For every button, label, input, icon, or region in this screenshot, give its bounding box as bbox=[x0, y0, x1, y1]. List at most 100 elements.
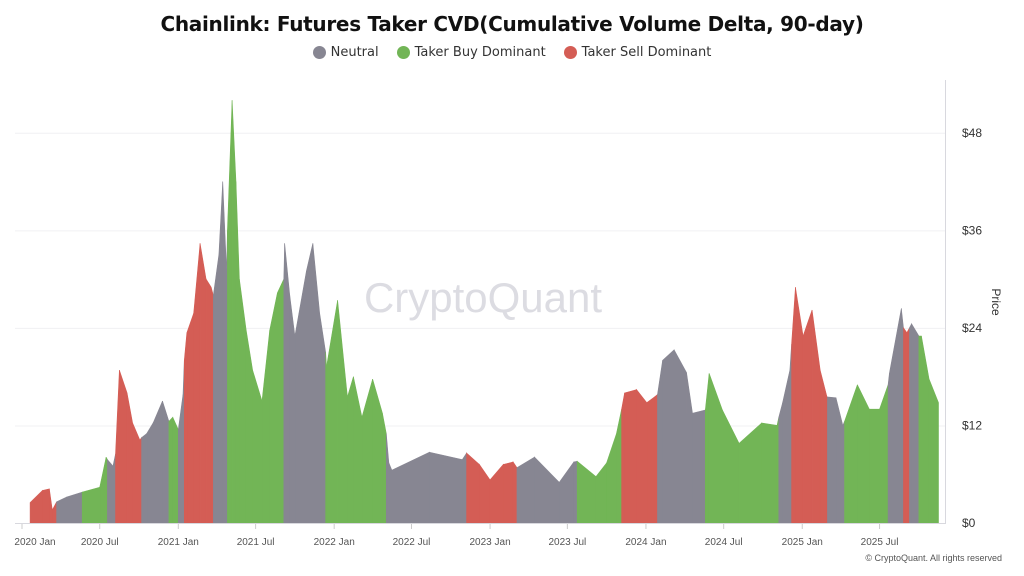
price-segment-neutral bbox=[462, 452, 467, 524]
price-segment-sell bbox=[489, 463, 504, 524]
price-segment-neutral bbox=[312, 243, 320, 524]
price-segment-buy bbox=[277, 278, 285, 524]
price-segment-buy bbox=[921, 335, 930, 524]
price-segment-sell bbox=[636, 388, 648, 524]
price-segment-neutral bbox=[162, 400, 170, 524]
x-tick-label: 2024 Jan bbox=[625, 537, 666, 548]
price-segment-buy bbox=[705, 373, 710, 524]
price-segment-sell bbox=[906, 327, 910, 524]
price-segment-buy bbox=[353, 376, 363, 524]
price-segment-neutral bbox=[152, 400, 163, 524]
price-segment-neutral bbox=[558, 461, 575, 524]
price-segment-neutral bbox=[573, 460, 578, 524]
chart-title: Chainlink: Futures Taker CVD(Cumulative … bbox=[160, 12, 864, 36]
price-segment-neutral bbox=[141, 432, 148, 524]
x-tick-label: 2020 Jan bbox=[14, 537, 55, 548]
sell-swatch-icon bbox=[563, 46, 577, 59]
price-segment-neutral bbox=[662, 349, 675, 524]
price-segment-neutral bbox=[686, 372, 693, 524]
y-tick-label: $0 bbox=[962, 516, 976, 530]
price-segment-buy bbox=[168, 416, 174, 524]
price-segment-neutral bbox=[218, 181, 224, 524]
price-segment-neutral bbox=[901, 308, 904, 524]
price-segment-buy bbox=[606, 433, 617, 524]
price-segment-sell bbox=[903, 326, 908, 524]
price-segment-neutral bbox=[692, 409, 706, 524]
price-segment-buy bbox=[708, 373, 723, 524]
x-tick-label: 2020 Jul bbox=[81, 537, 119, 548]
price-segment-sell bbox=[503, 461, 514, 524]
price-segment-sell bbox=[819, 370, 828, 524]
price-segment-buy bbox=[235, 181, 240, 524]
price-segment-buy bbox=[576, 460, 597, 524]
price-segment-sell bbox=[199, 243, 207, 524]
price-segment-neutral bbox=[56, 496, 68, 524]
x-axis-ticks: 2020 Jan 2020 Jul 2021 Jan 2021 Jul 2022 Jan… bbox=[14, 524, 898, 548]
price-segment-sell bbox=[795, 287, 804, 524]
price-segment-sell bbox=[186, 313, 194, 524]
price-segment-neutral bbox=[391, 451, 430, 524]
price-segment-neutral bbox=[889, 308, 902, 524]
price-segment-neutral bbox=[782, 370, 791, 524]
price-segment-neutral bbox=[909, 323, 912, 524]
price-segment-neutral bbox=[213, 254, 220, 524]
price-segment-buy bbox=[239, 279, 247, 524]
legend-item-buy[interactable]: Taker Buy Dominant bbox=[396, 45, 546, 60]
price-segment-sell bbox=[115, 370, 120, 524]
price-segment-buy bbox=[761, 422, 778, 524]
legend: Neutral Taker Buy Dominant Taker Sell Do… bbox=[0, 45, 1024, 60]
y-axis-ticks: $0 $12 $24 $36 $48 bbox=[962, 126, 982, 530]
price-segment-neutral bbox=[66, 491, 83, 524]
price-segment-sell bbox=[624, 389, 637, 524]
price-segment-neutral bbox=[112, 453, 116, 524]
legend-label: Taker Sell Dominant bbox=[581, 45, 712, 60]
price-segment-sell bbox=[621, 392, 625, 524]
price-segment-sell bbox=[802, 309, 813, 524]
price-segment-sell bbox=[52, 501, 57, 524]
price-segment-sell bbox=[29, 489, 43, 524]
price-segment-neutral bbox=[284, 243, 291, 524]
price-segment-buy bbox=[738, 422, 762, 524]
price-segment-sell bbox=[49, 488, 53, 524]
price-segment-buy bbox=[231, 100, 237, 524]
legend-item-sell[interactable]: Taker Sell Dominant bbox=[563, 45, 712, 60]
x-tick-label: 2023 Jul bbox=[548, 537, 586, 548]
y-tick-label: $36 bbox=[962, 223, 982, 237]
price-segment-sell bbox=[811, 309, 821, 524]
price-segment-neutral bbox=[385, 433, 390, 524]
price-segment-neutral bbox=[222, 181, 227, 524]
price-segment-neutral bbox=[657, 360, 663, 524]
price-segment-sell bbox=[512, 461, 518, 524]
legend-label: Taker Buy Dominant bbox=[414, 45, 546, 60]
price-segment-buy bbox=[372, 379, 383, 524]
price-segment-neutral bbox=[388, 462, 393, 524]
price-segment-neutral bbox=[319, 313, 326, 524]
x-tick-label: 2024 Jul bbox=[705, 537, 743, 548]
price-segment-buy bbox=[928, 378, 939, 524]
watermark: CryptoQuant bbox=[364, 274, 602, 321]
x-tick-label: 2021 Jul bbox=[237, 537, 275, 548]
price-segment-sell bbox=[205, 278, 212, 524]
neutral-swatch-icon bbox=[312, 46, 326, 59]
price-segment-buy bbox=[722, 409, 740, 524]
price-segment-buy bbox=[857, 384, 870, 524]
buy-swatch-icon bbox=[396, 46, 410, 59]
copyright: © CryptoQuant. All rights reserved bbox=[865, 553, 1002, 563]
price-segment-buy bbox=[361, 379, 373, 524]
price-segment-buy bbox=[252, 370, 263, 524]
legend-item-neutral[interactable]: Neutral bbox=[312, 45, 379, 60]
x-tick-label: 2025 Jul bbox=[861, 537, 899, 548]
price-segment-neutral bbox=[827, 396, 837, 524]
price-segment-neutral bbox=[107, 458, 114, 524]
price-segment-sell bbox=[791, 287, 796, 524]
price-segment-neutral bbox=[289, 295, 296, 524]
price-segment-sell bbox=[479, 463, 491, 524]
price-segment-neutral bbox=[673, 349, 687, 524]
price-segment-neutral bbox=[178, 394, 184, 524]
x-tick-label: 2022 Jul bbox=[393, 537, 431, 548]
x-tick-label: 2021 Jan bbox=[158, 537, 199, 548]
price-segment-neutral bbox=[911, 322, 920, 524]
price-segment-buy bbox=[337, 300, 348, 524]
price-segment-buy bbox=[595, 461, 607, 524]
